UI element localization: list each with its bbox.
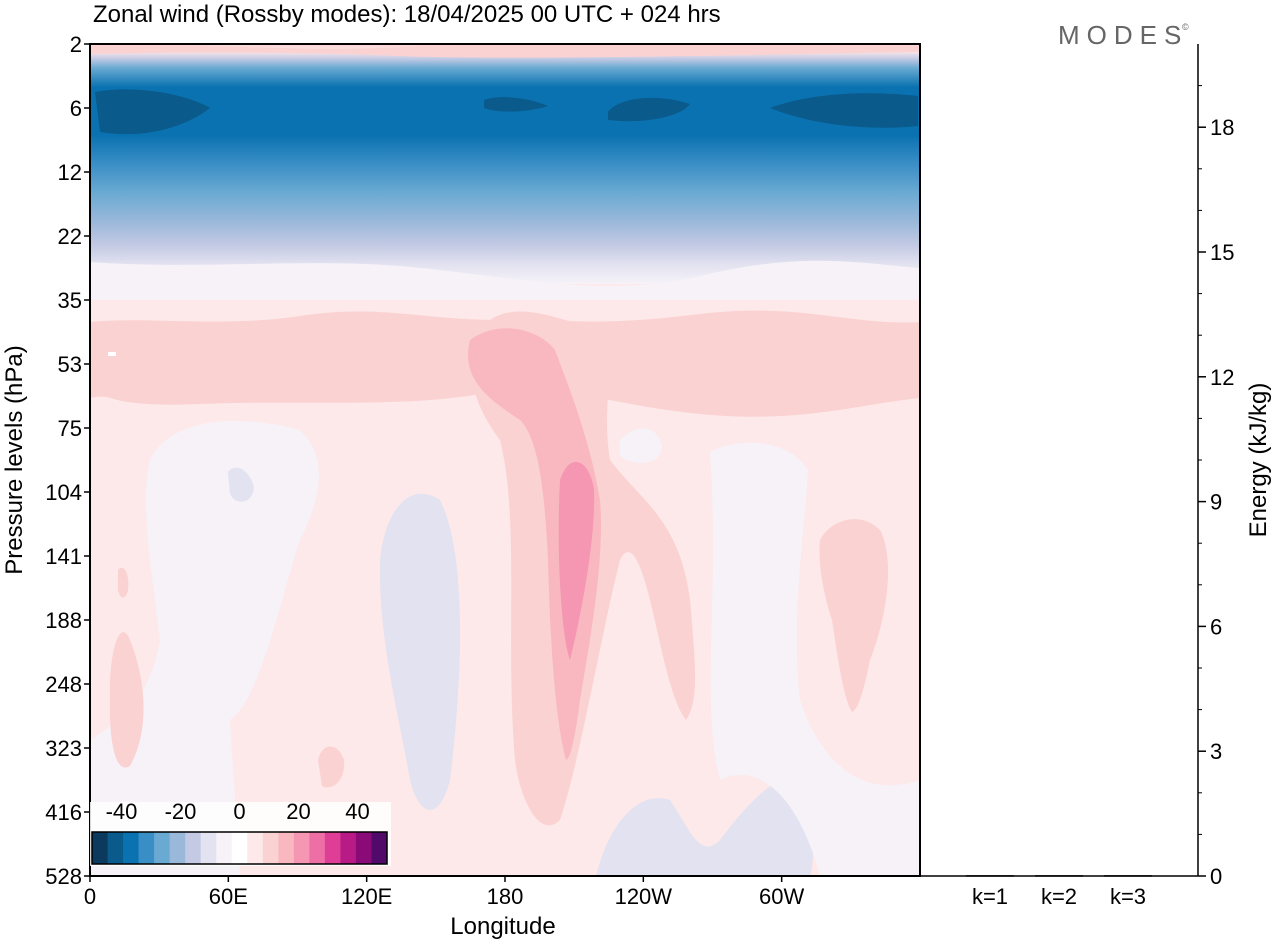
energy-y-tick-label: 15 bbox=[1210, 240, 1234, 265]
colorbar-tick-label: -20 bbox=[165, 799, 197, 824]
contour-neg4-mid bbox=[379, 493, 460, 810]
energy-y-axis: 0 3 6 9 12 15 18 bbox=[1198, 85, 1234, 889]
energy-y-tick-label: 12 bbox=[1210, 365, 1234, 390]
stratosphere-band bbox=[90, 44, 920, 284]
colorbar-swatch bbox=[293, 832, 310, 864]
x-tick-label: 180 bbox=[487, 884, 524, 909]
contour-neg40-core-3 bbox=[608, 97, 690, 122]
contour-pos16-jet-core bbox=[558, 461, 595, 660]
colorbar-swatch bbox=[123, 832, 140, 864]
brand-copyright-mark: © bbox=[1182, 22, 1189, 32]
x-tick-label: 60E bbox=[209, 884, 248, 909]
energy-x-tick-label: k=3 bbox=[1110, 884, 1146, 909]
x-axis-label: Longitude bbox=[450, 913, 555, 940]
colorbar-swatch bbox=[216, 832, 233, 864]
energy-axis-label: Energy (kJ/kg) bbox=[1245, 383, 1272, 538]
heatmap-plot bbox=[90, 44, 920, 876]
energy-y-tick-label: 3 bbox=[1210, 739, 1222, 764]
contour-pos8-lowmid bbox=[318, 746, 345, 788]
energy-x-tick-label: k=2 bbox=[1041, 884, 1077, 909]
contour-neg4-east-wide bbox=[710, 442, 920, 876]
colorbar-swatch bbox=[154, 832, 171, 864]
y-tick-label: 6 bbox=[70, 96, 82, 121]
y-axis-label: Pressure levels (hPa) bbox=[1, 345, 28, 574]
contour-neg40-core-1 bbox=[95, 89, 210, 135]
energy-y-tick-label: 0 bbox=[1210, 864, 1222, 889]
chart-title: Zonal wind (Rossby modes): 18/04/2025 00… bbox=[93, 1, 721, 28]
y-axis: 2 6 12 22 35 53 75 104 141 188 248 323 416 528 bbox=[45, 32, 90, 889]
energy-panel: 0 3 6 9 12 15 18 k=1 k=2 k=3 Energy (kJ/kg) bbox=[920, 44, 1272, 909]
energy-y-tick-label: 18 bbox=[1210, 115, 1234, 140]
colorbar-swatch bbox=[138, 832, 155, 864]
colorbar-swatch bbox=[309, 832, 326, 864]
y-tick-label: 323 bbox=[45, 736, 82, 761]
colorbar-swatch bbox=[107, 832, 124, 864]
contour-small-white-mark bbox=[108, 352, 116, 356]
energy-bar bbox=[966, 875, 1014, 877]
contour-neg4-bottom-1 bbox=[596, 778, 813, 876]
colorbar-swatch bbox=[231, 832, 248, 864]
colorbar-swatch bbox=[92, 832, 109, 864]
y-tick-label: 75 bbox=[58, 416, 82, 441]
y-tick-label: 35 bbox=[58, 288, 82, 313]
energy-x-axis: k=1 k=2 k=3 bbox=[972, 884, 1146, 909]
contour-neg4-east-pocket bbox=[620, 428, 662, 463]
energy-bar bbox=[1035, 875, 1083, 877]
energy-bar bbox=[1104, 875, 1152, 877]
contour-neg4-small bbox=[228, 467, 254, 502]
y-tick-label: 416 bbox=[45, 800, 82, 825]
colorbar-swatch bbox=[169, 832, 186, 864]
colorbar-swatch bbox=[185, 832, 202, 864]
contour-neg40-core-4 bbox=[770, 93, 918, 128]
contour-neg4-west bbox=[90, 420, 319, 876]
colorbar-swatch bbox=[340, 832, 357, 864]
colorbar-swatch bbox=[200, 832, 217, 864]
y-tick-label: 188 bbox=[45, 608, 82, 633]
energy-x-tick-label: k=1 bbox=[972, 884, 1008, 909]
y-tick-label: 22 bbox=[58, 224, 82, 249]
contour-strato-wave-edge bbox=[90, 260, 920, 300]
y-tick-label: 12 bbox=[58, 160, 82, 185]
x-tick-label: 0 bbox=[84, 884, 96, 909]
colorbar-swatch bbox=[371, 832, 388, 864]
contour-neg40-core-2 bbox=[484, 97, 548, 112]
contour-strato-pink-top bbox=[90, 44, 920, 58]
colorbar-swatch bbox=[262, 832, 279, 864]
colorbar-swatch bbox=[324, 832, 341, 864]
colorbar-swatch bbox=[278, 832, 295, 864]
colorbar-swatch bbox=[355, 832, 372, 864]
y-tick-label: 248 bbox=[45, 672, 82, 697]
y-tick-label: 141 bbox=[45, 544, 82, 569]
colorbar-frame bbox=[91, 831, 388, 865]
colorbar-tick-label: 0 bbox=[233, 799, 245, 824]
x-tick-label: 120E bbox=[341, 884, 392, 909]
y-tick-label: 2 bbox=[70, 32, 82, 57]
energy-bars bbox=[966, 875, 1152, 877]
contour-pos8-west-1 bbox=[118, 567, 129, 598]
colorbar-tick-label: 40 bbox=[345, 799, 369, 824]
x-axis: 0 60E 120E 180 120W 60W bbox=[84, 876, 805, 909]
y-tick-label: 104 bbox=[45, 480, 82, 505]
energy-y-tick-label: 9 bbox=[1210, 490, 1222, 515]
colorbar: -40 -20 0 20 40 bbox=[90, 799, 391, 866]
brand-logo-text: MODES bbox=[1058, 20, 1188, 50]
contour-pos8-west-2 bbox=[110, 632, 144, 768]
contour-pos8-east bbox=[819, 519, 889, 712]
y-tick-label: 53 bbox=[58, 352, 82, 377]
x-tick-label: 120W bbox=[615, 884, 673, 909]
y-tick-label: 528 bbox=[45, 864, 82, 889]
colorbar-tick-label: -40 bbox=[106, 799, 138, 824]
colorbar-swatch bbox=[247, 832, 264, 864]
colorbar-tick-label: 20 bbox=[286, 799, 310, 824]
x-tick-label: 60W bbox=[759, 884, 804, 909]
energy-y-tick-label: 6 bbox=[1210, 614, 1222, 639]
